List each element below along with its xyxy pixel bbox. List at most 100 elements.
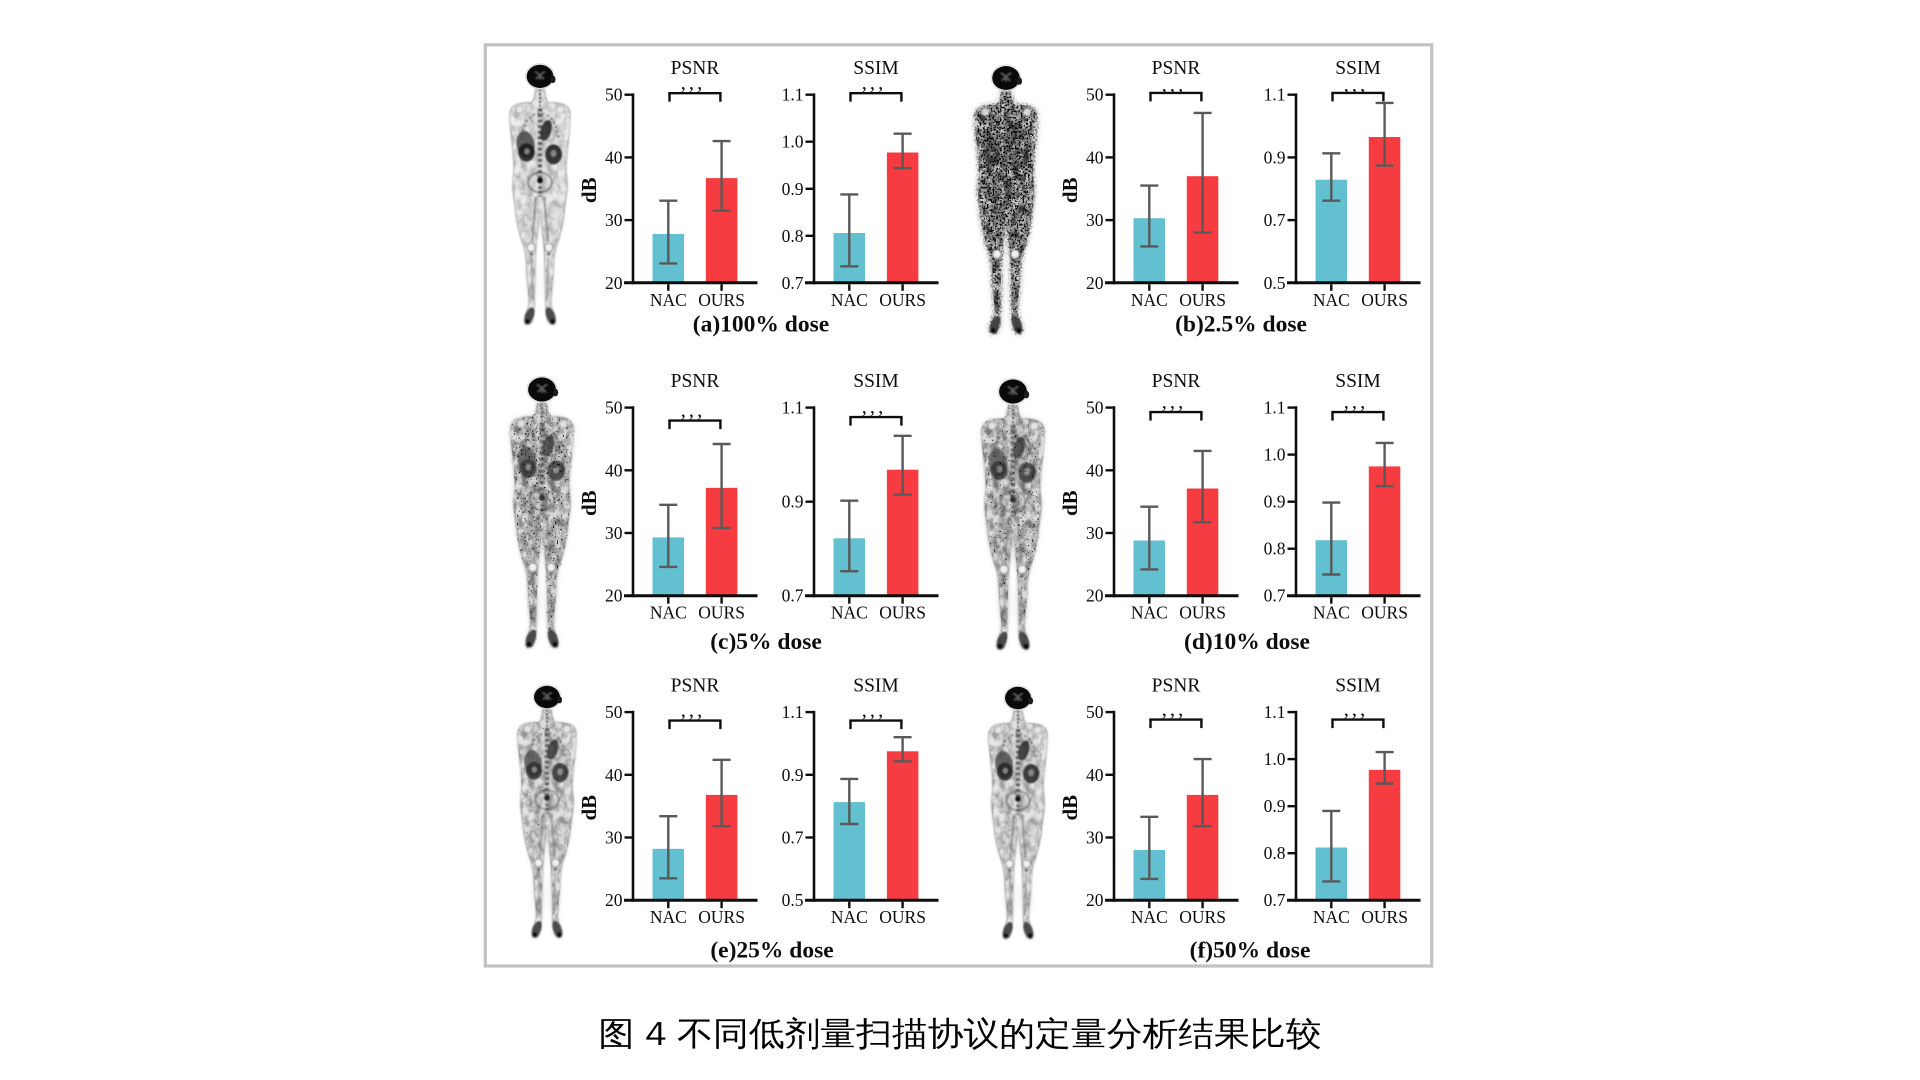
svg-text:30: 30	[605, 210, 623, 230]
svg-text:30: 30	[605, 828, 623, 848]
svg-text:0.9: 0.9	[782, 179, 804, 199]
svg-text:0.7: 0.7	[1264, 210, 1286, 230]
svg-text:(a)100% dose: (a)100% dose	[693, 312, 829, 338]
svg-text:(e)25% dose: (e)25% dose	[710, 938, 833, 964]
svg-text:dB: dB	[1058, 177, 1082, 203]
svg-text:,: ,	[689, 72, 694, 94]
svg-text:1.1: 1.1	[782, 85, 804, 105]
svg-text:(b)2.5% dose: (b)2.5% dose	[1175, 312, 1307, 338]
svg-text:1.1: 1.1	[782, 702, 804, 722]
svg-text:OURS: OURS	[1179, 907, 1226, 927]
svg-text:dB: dB	[1058, 795, 1082, 821]
svg-text:20: 20	[1086, 586, 1104, 606]
svg-text:(f)50% dose: (f)50% dose	[1190, 938, 1311, 964]
svg-text:,: ,	[681, 700, 686, 722]
svg-text:30: 30	[1086, 210, 1104, 230]
svg-text:SSIM: SSIM	[853, 371, 899, 392]
svg-text:0.9: 0.9	[1264, 796, 1286, 816]
svg-text:PSNR: PSNR	[1152, 676, 1201, 697]
svg-text:20: 20	[605, 890, 623, 910]
svg-text:,: ,	[878, 396, 883, 418]
svg-text:NAC: NAC	[1313, 290, 1350, 310]
svg-text:1.0: 1.0	[782, 132, 804, 152]
svg-text:,: ,	[1360, 391, 1365, 413]
svg-text:40: 40	[1086, 460, 1104, 480]
svg-text:20: 20	[1086, 273, 1104, 293]
svg-text:,: ,	[1178, 391, 1183, 413]
svg-text:dB: dB	[577, 177, 601, 203]
svg-text:PSNR: PSNR	[671, 371, 720, 392]
svg-text:NAC: NAC	[831, 290, 868, 310]
svg-text:OURS: OURS	[879, 603, 926, 623]
svg-text:50: 50	[1086, 702, 1104, 722]
svg-text:,: ,	[1352, 74, 1357, 96]
svg-text:0.7: 0.7	[782, 586, 804, 606]
svg-text:SSIM: SSIM	[853, 58, 899, 79]
svg-text:NAC: NAC	[831, 907, 868, 927]
svg-text:(c)5% dose: (c)5% dose	[710, 629, 822, 655]
svg-text:,: ,	[862, 396, 867, 418]
svg-text:NAC: NAC	[1131, 907, 1168, 927]
svg-text:0.9: 0.9	[782, 765, 804, 785]
svg-text:,: ,	[1360, 74, 1365, 96]
svg-text:0.9: 0.9	[782, 492, 804, 512]
svg-text:1.1: 1.1	[1264, 702, 1286, 722]
svg-text:1.1: 1.1	[1264, 85, 1286, 105]
svg-text:1.0: 1.0	[1264, 445, 1286, 465]
svg-text:NAC: NAC	[1131, 603, 1168, 623]
svg-text:0.7: 0.7	[1264, 586, 1286, 606]
svg-text:40: 40	[605, 765, 623, 785]
svg-text:30: 30	[1086, 523, 1104, 543]
svg-text:OURS: OURS	[1361, 907, 1408, 927]
svg-text:0.9: 0.9	[1264, 492, 1286, 512]
svg-text:OURS: OURS	[1179, 603, 1226, 623]
svg-text:NAC: NAC	[650, 290, 687, 310]
svg-text:,: ,	[681, 400, 686, 422]
svg-text:20: 20	[1086, 890, 1104, 910]
svg-text:SSIM: SSIM	[1335, 371, 1381, 392]
svg-text:dB: dB	[1058, 490, 1082, 516]
svg-text:NAC: NAC	[650, 907, 687, 927]
svg-text:0.8: 0.8	[1264, 843, 1286, 863]
svg-text:0.7: 0.7	[1264, 890, 1286, 910]
svg-text:,: ,	[1178, 699, 1183, 721]
svg-text:NAC: NAC	[1131, 290, 1168, 310]
svg-text:1.1: 1.1	[782, 398, 804, 418]
svg-text:,: ,	[1344, 391, 1349, 413]
svg-text:OURS: OURS	[1179, 290, 1226, 310]
svg-text:,: ,	[1360, 699, 1365, 721]
svg-text:,: ,	[870, 396, 875, 418]
svg-text:,: ,	[1344, 74, 1349, 96]
svg-text:,: ,	[1170, 74, 1175, 96]
svg-text:50: 50	[1086, 398, 1104, 418]
svg-text:1.1: 1.1	[1264, 398, 1286, 418]
svg-text:,: ,	[1162, 74, 1167, 96]
svg-text:0.7: 0.7	[782, 828, 804, 848]
svg-text:,: ,	[697, 700, 702, 722]
svg-text:50: 50	[605, 398, 623, 418]
svg-text:0.5: 0.5	[782, 890, 804, 910]
svg-text:30: 30	[605, 523, 623, 543]
svg-text:OURS: OURS	[1361, 290, 1408, 310]
svg-text:NAC: NAC	[831, 603, 868, 623]
svg-text:50: 50	[605, 85, 623, 105]
svg-text:30: 30	[1086, 828, 1104, 848]
svg-text:,: ,	[697, 72, 702, 94]
svg-text:,: ,	[870, 700, 875, 722]
svg-text:,: ,	[697, 400, 702, 422]
svg-text:,: ,	[862, 700, 867, 722]
svg-text:PSNR: PSNR	[671, 58, 720, 79]
svg-text:40: 40	[605, 460, 623, 480]
svg-text:OURS: OURS	[879, 907, 926, 927]
svg-text:,: ,	[689, 400, 694, 422]
svg-text:0.8: 0.8	[782, 226, 804, 246]
svg-text:0.9: 0.9	[1264, 147, 1286, 167]
svg-text:PSNR: PSNR	[671, 676, 720, 697]
svg-text:0.5: 0.5	[1264, 273, 1286, 293]
svg-text:40: 40	[605, 147, 623, 167]
svg-text:,: ,	[689, 700, 694, 722]
svg-text:20: 20	[605, 586, 623, 606]
svg-text:,: ,	[878, 700, 883, 722]
svg-text:0.7: 0.7	[782, 273, 804, 293]
svg-text:40: 40	[1086, 147, 1104, 167]
